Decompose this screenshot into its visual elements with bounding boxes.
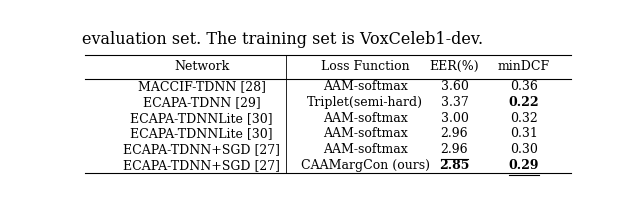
Text: AAM-softmax: AAM-softmax bbox=[323, 143, 408, 156]
Text: ECAPA-TDNNLite [30]: ECAPA-TDNNLite [30] bbox=[130, 112, 273, 125]
Text: ECAPA-TDNN [29]: ECAPA-TDNN [29] bbox=[143, 96, 260, 109]
Text: CAAMargCon (ours): CAAMargCon (ours) bbox=[301, 159, 429, 172]
Text: AAM-softmax: AAM-softmax bbox=[323, 80, 408, 93]
Text: MACCIF-TDNN [28]: MACCIF-TDNN [28] bbox=[138, 80, 266, 93]
Text: 0.22: 0.22 bbox=[509, 96, 540, 109]
Text: 0.30: 0.30 bbox=[510, 143, 538, 156]
Text: minDCF: minDCF bbox=[498, 60, 550, 73]
Text: 2.96: 2.96 bbox=[441, 143, 468, 156]
Text: Network: Network bbox=[174, 60, 229, 73]
Text: EER(%): EER(%) bbox=[429, 60, 479, 73]
Text: 0.32: 0.32 bbox=[510, 112, 538, 125]
Text: 0.29: 0.29 bbox=[509, 159, 539, 172]
Text: 3.00: 3.00 bbox=[440, 112, 468, 125]
Text: Triplet(semi-hard): Triplet(semi-hard) bbox=[307, 96, 423, 109]
Text: Loss Function: Loss Function bbox=[321, 60, 410, 73]
Text: ECAPA-TDNNLite [30]: ECAPA-TDNNLite [30] bbox=[130, 127, 273, 140]
Text: evaluation set. The training set is VoxCeleb1-dev.: evaluation set. The training set is VoxC… bbox=[83, 31, 484, 48]
Text: AAM-softmax: AAM-softmax bbox=[323, 127, 408, 140]
Text: ECAPA-TDNN+SGD [27]: ECAPA-TDNN+SGD [27] bbox=[123, 159, 280, 172]
Text: 3.60: 3.60 bbox=[440, 80, 468, 93]
Text: AAM-softmax: AAM-softmax bbox=[323, 112, 408, 125]
Text: 0.36: 0.36 bbox=[510, 80, 538, 93]
Text: 0.31: 0.31 bbox=[510, 127, 538, 140]
Text: 2.96: 2.96 bbox=[441, 127, 468, 140]
Text: 2.85: 2.85 bbox=[439, 159, 470, 172]
Text: ECAPA-TDNN+SGD [27]: ECAPA-TDNN+SGD [27] bbox=[123, 143, 280, 156]
Text: 3.37: 3.37 bbox=[440, 96, 468, 109]
